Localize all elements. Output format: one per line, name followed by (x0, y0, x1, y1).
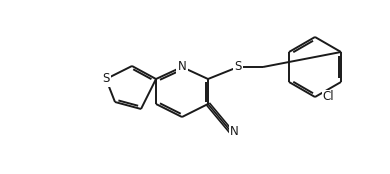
Text: N: N (177, 61, 186, 73)
Text: N: N (230, 125, 238, 138)
Text: S: S (102, 73, 110, 85)
Text: Cl: Cl (322, 90, 333, 104)
Text: S: S (234, 61, 242, 73)
